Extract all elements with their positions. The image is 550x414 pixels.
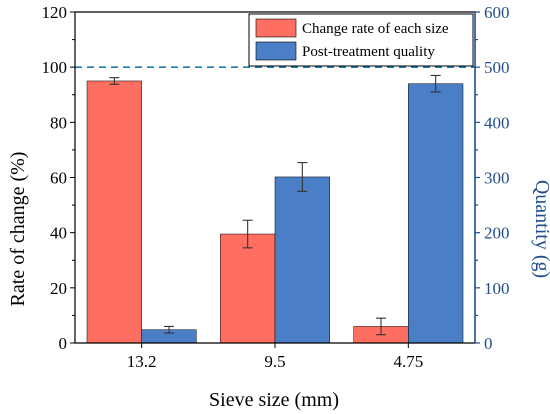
y-left-tick-label: 20 [50,279,67,298]
y-left-tick-label: 80 [50,113,67,132]
y-right-tick-label: 0 [484,334,493,353]
y-left-tick-label: 60 [50,169,67,188]
x-tick-label: 4.75 [393,352,423,371]
y-right-tick-label: 200 [484,224,510,243]
error-bar-post-treatment-1 [297,162,308,192]
y-right-tick-label: 600 [484,3,510,22]
y-left-tick-label: 100 [42,58,68,77]
error-bar-post-treatment-2 [430,74,441,93]
error-bar-change-rate-1 [242,219,253,249]
tick-labels-layer: 13.2 9.5 4.75 0 20 40 60 80 100 120 0 100 200 300 400 5… [42,3,510,371]
x-axis-title: Sieve size (mm) [209,389,339,411]
y-left-tick-label: 120 [42,3,68,22]
x-tick-label: 13.2 [127,352,157,371]
legend-swatch-post-treatment [255,41,297,61]
error-bar-change-rate-2 [376,317,386,336]
error-bar-change-rate-0 [109,77,120,85]
legend-label-change-rate: Change rate of each size [302,21,449,37]
bars-layer [86,80,464,344]
y-left-tick-label: 0 [59,334,68,353]
bar-change-rate-1 [220,233,276,344]
bar-post-treatment-2 [408,83,464,344]
y-right-tick-label: 400 [484,113,510,132]
bar-change-rate-0 [86,80,142,344]
legend-swatch-change-rate [255,18,297,38]
bar-post-treatment-1 [274,176,330,344]
y-right-tick-label: 100 [484,279,510,298]
y-axis-left-title: Rate of change (%) [7,152,29,307]
y-axis-right-title: Quantity (g) [531,180,550,278]
legend-label-post-treatment: Post-treatment quality [302,44,435,60]
error-bar-post-treatment-0 [164,325,174,334]
error-bars-layer [109,74,441,336]
axes-layer [70,11,480,348]
y-right-tick-label: 300 [484,169,510,188]
y-right-tick-label: 500 [484,58,510,77]
legend: Change rate of each size Post-treatment … [248,13,474,67]
y-left-tick-label: 40 [50,224,67,243]
x-tick-label: 9.5 [264,352,285,371]
